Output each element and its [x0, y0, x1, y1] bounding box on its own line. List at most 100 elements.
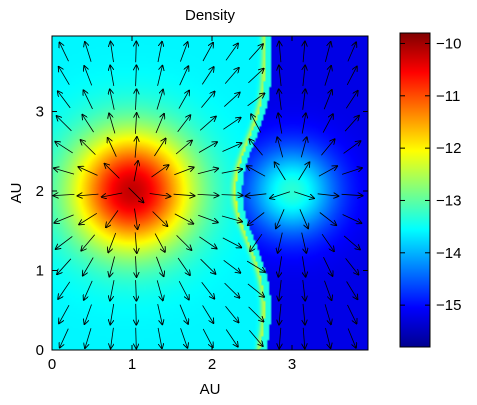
velocity-arrow [319, 212, 336, 226]
velocity-arrow [224, 93, 239, 107]
velocity-arrow [197, 169, 218, 175]
y-tick-label: 0 [36, 342, 44, 359]
colorbar-tick-label: −13 [436, 192, 461, 209]
velocity-arrow [109, 114, 116, 134]
velocity-arrow [303, 303, 305, 325]
velocity-arrow [318, 166, 337, 177]
velocity-arrow [278, 256, 281, 276]
velocity-arrow [135, 232, 137, 253]
velocity-arrow [221, 169, 242, 174]
velocity-arrow [82, 115, 94, 133]
velocity-arrow [157, 327, 162, 348]
colorbar-tick-label: −15 [436, 297, 461, 314]
velocity-arrow [303, 42, 305, 63]
velocity-arrow [136, 89, 137, 110]
velocity-arrow [157, 42, 162, 63]
velocity-arrow [136, 65, 137, 87]
velocity-arrow [224, 68, 239, 84]
velocity-arrow [84, 280, 93, 300]
velocity-arrow [225, 44, 238, 61]
velocity-arrow [177, 115, 191, 132]
velocity-arrow [343, 141, 361, 154]
velocity-arrow [54, 214, 74, 223]
velocity-arrow [321, 233, 334, 251]
velocity-arrow [157, 304, 163, 324]
velocity-arrow [200, 258, 216, 274]
velocity-arrow [247, 166, 266, 177]
velocity-arrow [78, 194, 99, 196]
velocity-arrow [154, 233, 165, 252]
velocity-arrow [298, 162, 310, 181]
velocity-arrow [247, 93, 265, 107]
velocity-arrow [221, 215, 242, 222]
velocity-arrow [135, 208, 138, 230]
velocity-arrow [60, 328, 69, 348]
velocity-arrow [325, 327, 331, 348]
colorbar [399, 32, 431, 348]
colorbar-ticks: −15 −14 −13 −12 −11 −10 [400, 35, 461, 314]
velocity-arrow [342, 214, 362, 224]
velocity-arrow [279, 327, 281, 349]
velocity-arrow [347, 328, 356, 348]
velocity-arrow [106, 210, 119, 227]
plot-frame [51, 35, 369, 351]
x-tick-label: 3 [288, 356, 296, 373]
velocity-arrow [324, 66, 331, 86]
velocity-arrow [323, 90, 332, 110]
velocity-arrow [156, 256, 163, 276]
velocity-arrow [301, 113, 306, 134]
velocity-arrow [202, 43, 213, 62]
velocity-arrow [60, 43, 69, 62]
velocity-arrow [247, 283, 264, 297]
velocity-arrow [173, 194, 195, 196]
velocity-arrow [180, 328, 188, 348]
velocity-arrow [197, 194, 219, 195]
velocity-arrow [155, 114, 164, 134]
velocity-arrow [279, 280, 281, 301]
x-tick-label: 1 [128, 356, 136, 373]
velocity-arrow [178, 281, 189, 299]
velocity-arrow [341, 168, 362, 175]
velocity-arrow [248, 212, 265, 226]
velocity-arrow [174, 213, 193, 224]
velocity-arrow [301, 232, 307, 253]
velocity-arrow [251, 114, 262, 133]
velocity-arrow [135, 137, 137, 158]
colorbar-tick-label: −14 [436, 245, 461, 262]
velocity-arrow [151, 165, 169, 178]
velocity-arrow [270, 191, 291, 199]
velocity-arrow [136, 327, 137, 349]
velocity-arrow [79, 212, 98, 224]
velocity-arrow [246, 194, 267, 196]
velocity-arrow [54, 194, 75, 195]
heatmap-area [52, 36, 368, 350]
y-axis-label: AU [8, 183, 25, 204]
velocity-arrow [176, 235, 192, 250]
velocity-arrow [222, 143, 242, 152]
velocity-arrow [56, 236, 73, 249]
velocity-arrow [246, 260, 265, 272]
velocity-arrow [81, 140, 96, 155]
velocity-arrow [303, 89, 306, 110]
velocity-arrow [110, 90, 115, 110]
colorbar-tick-label: −11 [436, 88, 460, 105]
velocity-arrow [81, 234, 96, 251]
velocity-arrow [277, 137, 284, 158]
velocity-arrow [275, 162, 286, 181]
velocity-arrow [199, 117, 216, 131]
velocity-arrow [111, 327, 114, 349]
velocity-arrow [224, 282, 240, 298]
velocity-arrow [175, 141, 192, 155]
velocity-arrow [58, 281, 71, 299]
velocity-arrow [133, 161, 138, 182]
velocity-arrow [110, 280, 115, 300]
velocity-arrow [109, 256, 115, 277]
velocity-arrow [346, 281, 358, 300]
velocity-arrow [300, 137, 306, 158]
velocity-arrow [345, 91, 357, 109]
velocity-arrow [174, 167, 193, 176]
velocity-arrow [322, 114, 333, 133]
velocity-arrow [279, 42, 281, 63]
velocity-arrow [136, 256, 137, 277]
